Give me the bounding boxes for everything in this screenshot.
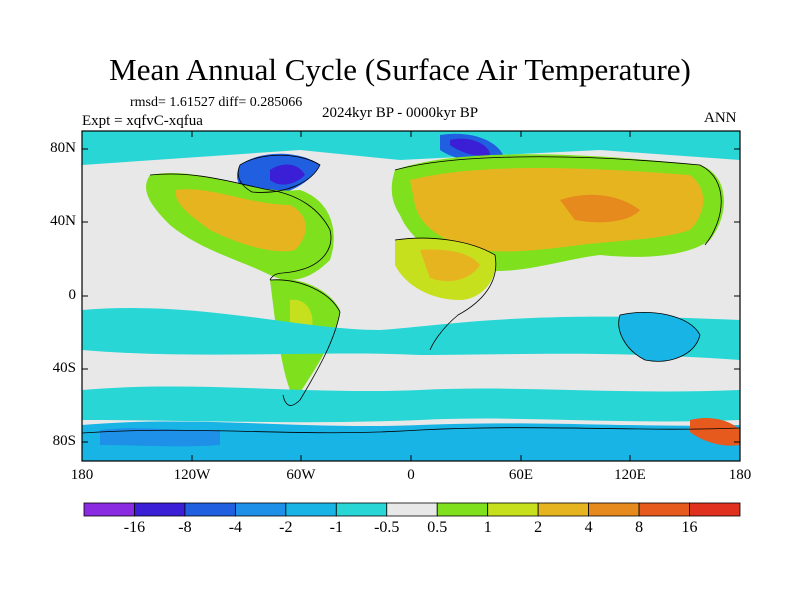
colorbar-label: -8: [178, 519, 192, 536]
coastlines: [82, 154, 740, 434]
colorbar-label: -1: [329, 519, 343, 536]
colorbar-swatch: [285, 502, 337, 517]
colorbar-label: 16: [681, 519, 698, 536]
colorbar-label: 8: [635, 519, 644, 536]
colorbar-swatch: [386, 502, 438, 517]
experiment-line: Expt = xqfvC-xqfua: [82, 113, 203, 129]
colorbar-swatch: [184, 502, 236, 517]
longitude-ticks: [191, 131, 631, 461]
colorbar-label: 2: [534, 519, 543, 536]
colorbar-swatch: [234, 502, 287, 517]
colorbar-swatch: [588, 502, 640, 517]
lon-label-180w: 180: [70, 467, 94, 483]
period-line: 2024kyr BP - 0000kyr BP: [322, 105, 479, 121]
lon-label-60e: 60E: [508, 467, 534, 483]
lon-label-0: 0: [407, 467, 415, 483]
colorbar-label: -4: [228, 519, 243, 536]
colorbar-swatch: [83, 502, 135, 517]
map-field: [82, 131, 740, 461]
lon-label-120w: 120W: [173, 467, 211, 483]
colorbar-label: -2: [279, 519, 293, 536]
lat-label-40n: 40N: [50, 213, 76, 229]
colorbar-swatch: [487, 502, 539, 517]
map-title: Mean Annual Cycle (Surface Air Temperatu…: [109, 52, 691, 87]
lat-label-40s: 40S: [52, 360, 76, 376]
colorbar-swatch: [436, 502, 489, 517]
colorbar-label: -16: [123, 519, 146, 536]
colorbar-swatch: [134, 502, 186, 517]
colorbar-swatch: [638, 502, 690, 517]
lat-label-80n: 80N: [50, 140, 76, 156]
latitude-ticks: [82, 148, 740, 443]
lon-label-60w: 60W: [286, 467, 316, 483]
colorbar-swatch: [335, 502, 388, 517]
colorbar-swatch: [689, 502, 741, 517]
lon-label-180e: 180: [728, 467, 752, 483]
colorbar-label: 0.5: [427, 519, 448, 536]
colorbar-label: 1: [483, 519, 492, 536]
colorbar-swatch: [537, 502, 590, 517]
season-label: ANN: [704, 110, 737, 126]
lat-label-0: 0: [68, 287, 77, 303]
lat-label-80s: 80S: [52, 433, 76, 449]
colorbar-label: 4: [584, 519, 593, 536]
lon-label-120e: 120E: [614, 467, 646, 483]
colorbar: [83, 502, 741, 517]
colorbar-label: -0.5: [374, 519, 400, 536]
stats-line: rmsd= 1.61527 diff= 0.285066: [130, 95, 303, 110]
